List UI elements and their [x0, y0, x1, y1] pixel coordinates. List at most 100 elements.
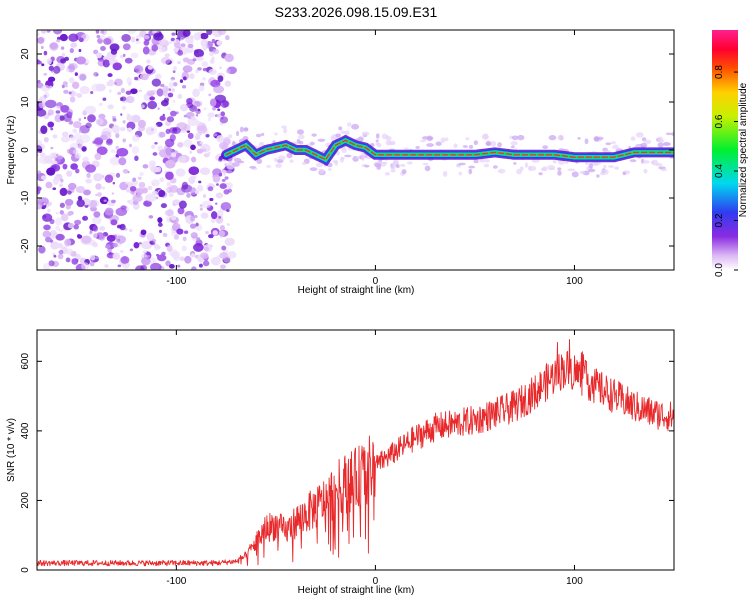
noise-speckle: [156, 88, 164, 97]
noise-speckle: [41, 84, 51, 92]
noise-speckle: [173, 66, 177, 71]
ridge-halo-speckle: [395, 164, 400, 169]
spectrogram-x-tick-label: 100: [566, 276, 583, 287]
noise-speckle: [152, 152, 158, 156]
ridge-halo-speckle: [390, 165, 396, 170]
noise-speckle: [63, 89, 69, 94]
ridge-halo-speckle: [361, 153, 367, 158]
ridge-halo-speckle: [453, 143, 458, 149]
noise-speckle: [48, 260, 55, 267]
noise-speckle: [212, 106, 216, 111]
noise-speckle: [124, 181, 130, 185]
snr-x-tick-label: 0: [373, 576, 379, 587]
noise-speckle: [68, 91, 72, 95]
noise-speckle: [115, 132, 120, 139]
noise-speckle: [120, 113, 123, 116]
noise-speckle: [100, 30, 105, 34]
snr-y-label: SNR (10 * v/v): [6, 418, 17, 482]
noise-speckle: [192, 158, 196, 162]
noise-speckle: [148, 160, 157, 166]
noise-speckle: [58, 228, 63, 232]
noise-speckle: [168, 82, 174, 89]
noise-speckle: [156, 254, 167, 262]
noise-speckle: [107, 248, 112, 253]
noise-speckle: [79, 134, 91, 143]
ridge-halo-speckle: [375, 133, 380, 139]
colorbar-ticks: 0.0 0.2 0.4 0.6 0.8: [714, 65, 738, 277]
noise-speckle: [197, 108, 201, 112]
ridge-halo-speckle: [587, 168, 596, 173]
ridge-halo-speckle: [277, 155, 286, 161]
noise-speckle: [202, 260, 210, 267]
noise-speckle: [209, 98, 217, 107]
noise-speckle: [162, 85, 169, 93]
noise-speckle: [135, 187, 145, 195]
noise-speckle: [195, 114, 199, 117]
noise-speckle: [50, 241, 60, 250]
noise-speckle: [67, 211, 73, 216]
ridge-halo-speckle: [660, 168, 668, 172]
noise-speckle: [47, 121, 55, 128]
noise-speckle: [106, 81, 111, 87]
noise-speckle: [146, 59, 151, 64]
noise-speckle: [109, 156, 122, 166]
ridge-halo-speckle: [311, 133, 317, 137]
noise-speckle: [159, 115, 166, 121]
ridge-halo-speckle: [497, 168, 506, 174]
noise-speckle: [200, 32, 209, 40]
noise-speckle: [151, 78, 162, 87]
noise-speckle: [169, 40, 173, 44]
noise-speckle: [153, 243, 159, 249]
noise-speckle: [76, 199, 85, 208]
ridge-halo-speckle: [301, 161, 307, 165]
noise-speckle: [64, 84, 68, 88]
noise-speckle: [165, 171, 174, 181]
ridge-halo-speckle: [479, 158, 486, 163]
noise-speckle: [68, 77, 75, 84]
ridge-halo-speckle: [421, 136, 430, 140]
noise-speckle: [78, 117, 82, 122]
noise-speckle: [103, 199, 107, 202]
ridge-halo-speckle: [492, 165, 498, 169]
ridge-halo-speckle: [281, 125, 287, 129]
noise-speckle: [192, 88, 200, 98]
noise-speckle: [115, 172, 121, 178]
noise-speckle: [196, 148, 204, 154]
noise-speckle: [138, 89, 143, 92]
noise-speckle: [61, 213, 69, 222]
noise-speckle: [92, 225, 99, 232]
noise-speckle: [37, 59, 41, 65]
snr-line: [37, 339, 674, 567]
noise-speckle: [190, 215, 196, 222]
noise-speckle: [177, 50, 184, 56]
noise-speckle: [181, 181, 189, 190]
ridge-halo-speckle: [274, 157, 278, 163]
noise-speckle: [206, 30, 213, 36]
noise-speckle: [198, 180, 202, 184]
noise-speckle: [146, 90, 155, 97]
spectrogram-x-tick-label: 0: [373, 276, 379, 287]
ridge-halo-speckle: [567, 168, 576, 172]
noise-speckle: [122, 43, 131, 51]
ridge-halo-speckle: [261, 132, 265, 136]
noise-speckle: [96, 52, 103, 59]
noise-speckle: [164, 209, 174, 217]
noise-speckle: [105, 244, 111, 249]
noise-speckle: [55, 110, 61, 114]
noise-speckle: [124, 57, 133, 64]
noise-speckle: [104, 207, 114, 216]
ridge-halo-speckle: [671, 132, 674, 136]
noise-speckle: [221, 178, 226, 182]
noise-speckle: [119, 223, 126, 231]
ridge-halo-speckle: [588, 162, 594, 169]
noise-speckle: [112, 124, 120, 134]
ridge-halo-speckle: [390, 168, 396, 173]
noise-speckle: [85, 164, 97, 173]
spectrogram-y-tick-label: -20: [20, 238, 31, 253]
snr-x-tick-label: 100: [566, 576, 583, 587]
noise-speckle: [41, 63, 45, 67]
ridge-halo-speckle: [643, 139, 652, 145]
ridge-halo-speckle: [239, 126, 244, 133]
noise-speckle: [207, 112, 215, 118]
noise-speckle: [219, 264, 227, 269]
